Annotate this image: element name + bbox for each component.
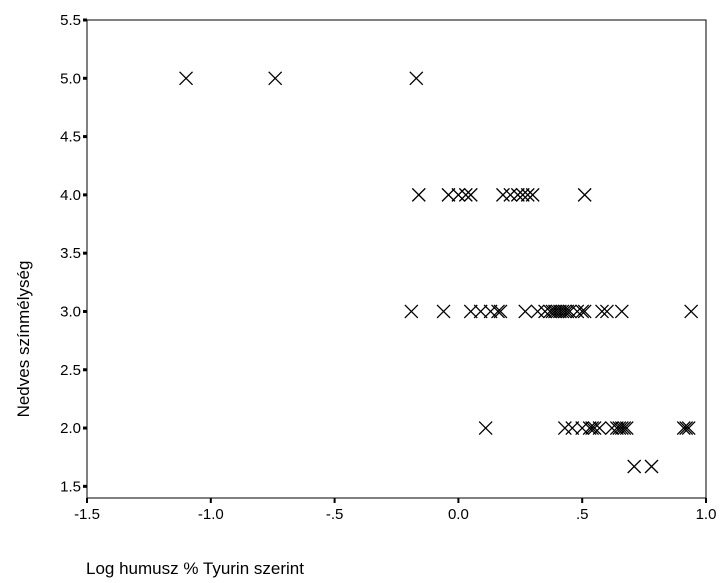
y-axis-ticks: 1.5 2.0 2.5 3.0 3.5 4.0 4.5 5.0 5.5 bbox=[60, 12, 87, 495]
data-point-marker bbox=[458, 187, 473, 202]
data-point-marker bbox=[520, 187, 535, 202]
data-point-marker bbox=[473, 304, 488, 319]
data-point-marker bbox=[515, 187, 530, 202]
data-point-marker bbox=[617, 421, 632, 436]
data-point-marker bbox=[268, 71, 283, 86]
data-point-marker bbox=[493, 304, 508, 319]
data-point-marker bbox=[619, 421, 634, 436]
data-point-marker bbox=[627, 459, 642, 474]
data-point-marker bbox=[679, 421, 694, 436]
data-point-marker bbox=[552, 304, 567, 319]
data-point-marker bbox=[491, 304, 505, 319]
x-tick-label: -1.0 bbox=[198, 506, 224, 523]
data-point-marker bbox=[562, 304, 577, 319]
data-point-marker bbox=[555, 304, 570, 319]
data-point-marker bbox=[404, 304, 419, 319]
data-point-marker bbox=[644, 459, 659, 474]
data-point-marker bbox=[538, 304, 553, 319]
data-point-marker bbox=[543, 304, 557, 319]
x-tick-label: .5 bbox=[576, 506, 589, 523]
data-point-marker bbox=[463, 304, 478, 319]
data-point-marker bbox=[503, 187, 518, 202]
data-point-marker bbox=[436, 304, 451, 319]
y-axis-label: Nedves színmélység bbox=[14, 261, 33, 418]
y-tick-label: 2.5 bbox=[60, 362, 81, 379]
data-point-marker bbox=[496, 187, 510, 202]
data-point-marker bbox=[600, 304, 614, 319]
x-tick-label: -1.5 bbox=[74, 506, 100, 523]
data-point-marker bbox=[609, 421, 624, 436]
y-tick-label: 4.0 bbox=[60, 187, 81, 204]
data-point-marker bbox=[530, 304, 545, 319]
data-point-marker bbox=[545, 304, 560, 319]
data-point-marker bbox=[681, 421, 696, 436]
data-point-marker bbox=[684, 304, 699, 319]
x-tick-label: -.5 bbox=[326, 506, 344, 523]
y-tick-label: 3.5 bbox=[60, 245, 81, 262]
x-axis-label: Log humusz % Tyurin szerint bbox=[86, 559, 304, 578]
y-tick-label: 5.5 bbox=[60, 12, 81, 29]
data-point-marker bbox=[592, 421, 607, 436]
data-point-marker bbox=[411, 187, 426, 202]
data-point-marker bbox=[557, 421, 572, 436]
data-point-marker bbox=[548, 304, 562, 319]
data-point-marker bbox=[550, 304, 565, 319]
data-point-marker bbox=[587, 421, 602, 436]
data-point-marker bbox=[565, 421, 580, 436]
data-points bbox=[179, 71, 699, 474]
data-point-marker bbox=[451, 187, 466, 202]
y-tick-label: 3.0 bbox=[60, 303, 81, 320]
data-point-marker bbox=[557, 304, 572, 319]
plot-frame bbox=[86, 19, 707, 499]
data-point-marker bbox=[525, 187, 540, 202]
data-point-marker bbox=[478, 421, 493, 436]
data-point-marker bbox=[510, 187, 525, 202]
data-point-marker bbox=[441, 187, 456, 202]
data-point-marker bbox=[577, 187, 592, 202]
data-point-marker bbox=[604, 421, 619, 436]
x-axis-ticks: -1.5 -1.0 -.5 0.0 .5 1.0 bbox=[74, 498, 716, 523]
data-point-marker bbox=[518, 304, 533, 319]
data-point-marker bbox=[614, 304, 629, 319]
data-point-marker bbox=[560, 304, 575, 319]
data-point-marker bbox=[575, 304, 590, 319]
data-point-marker bbox=[575, 421, 590, 436]
y-tick-label: 1.5 bbox=[60, 478, 81, 495]
data-point-marker bbox=[179, 71, 193, 86]
data-point-marker bbox=[612, 421, 627, 436]
data-point-marker bbox=[582, 421, 597, 436]
y-tick-label: 4.5 bbox=[60, 129, 81, 146]
data-point-marker bbox=[570, 304, 585, 319]
data-point-marker bbox=[676, 421, 691, 436]
data-point-marker bbox=[577, 304, 592, 319]
x-tick-label: 0.0 bbox=[448, 506, 469, 523]
y-tick-label: 2.0 bbox=[60, 420, 81, 437]
y-tick-label: 5.0 bbox=[60, 70, 81, 87]
data-point-marker bbox=[463, 187, 478, 202]
data-point-marker bbox=[585, 421, 600, 436]
data-point-marker bbox=[409, 71, 424, 86]
data-point-marker bbox=[595, 304, 609, 319]
data-point-marker bbox=[483, 304, 498, 319]
data-point-marker bbox=[614, 421, 629, 436]
x-tick-label: 1.0 bbox=[696, 506, 717, 523]
